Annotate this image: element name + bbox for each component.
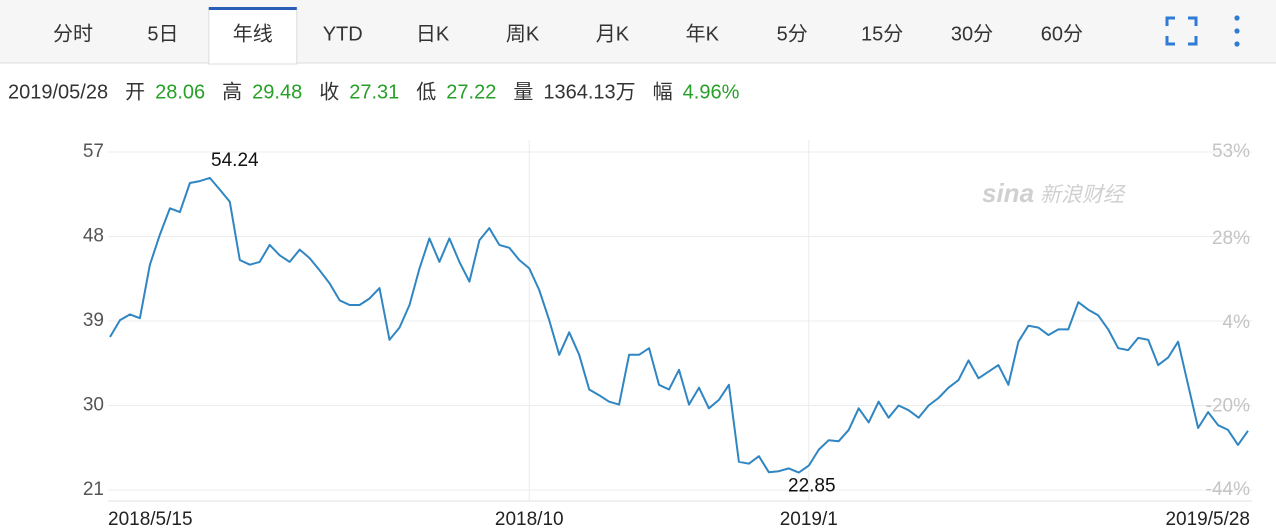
quote-label: 收 [319,80,339,103]
quote-value: 4.96% [683,81,740,103]
quote-label: 量 [513,81,533,103]
quote-value: 28.06 [155,81,205,103]
tab-label[interactable]: 年K [686,22,720,45]
y2-tick-label: 28% [1212,228,1250,249]
active-tab [208,7,298,65]
x-tick-label: 2019/1 [780,509,838,530]
price-line [109,176,1249,474]
min-label: 22.85 [788,476,836,497]
active-tab-indicator [208,7,297,10]
tab-label[interactable]: 15分 [861,22,903,45]
y-tick-label: 39 [83,310,104,331]
tab-label[interactable]: 5分 [777,22,808,45]
tab-label[interactable]: 月K [596,23,630,45]
tab-label[interactable]: 60分 [1041,22,1083,45]
x-tick-label: 2019/5/28 [1165,509,1250,530]
tab-label[interactable]: 周K [506,23,540,45]
tabs: 分时 5日 年线 YTD 日K 周K 月K 年K 5分 15分 30分 60分 [53,7,1083,65]
quote-value: 27.22 [446,81,496,103]
quote-label: 低 [416,80,436,103]
chart: 21 30 39 48 57 -44% -20% 4% 28% 53% 2018/5/15 2018/… [83,140,1252,530]
tab-label[interactable]: 分时 [53,22,93,45]
more-icon[interactable] [1234,15,1240,47]
y2-tick-label: -44% [1206,479,1250,500]
tab-label[interactable]: YTD [323,23,363,45]
y-tick-label: 57 [83,141,104,162]
y2-tick-label: 53% [1212,141,1250,162]
watermark-logo: sina [982,178,1034,208]
y-tick-label: 48 [83,226,104,247]
tab-label[interactable]: 5日 [147,23,178,45]
watermark: sina 新浪财经 [982,178,1126,208]
quote-value: 1364.13万 [543,81,635,103]
tab-bar [0,0,1276,63]
y2-tick-label: -20% [1206,395,1250,416]
max-label: 54.24 [211,150,259,171]
quote-label: 高 [222,80,242,103]
quote-label: 幅 [653,80,673,103]
y2-tick-label: 4% [1223,312,1251,333]
x-tick-label: 2018/5/15 [108,509,193,530]
quote-value: 29.48 [252,81,302,103]
fullscreen-icon[interactable] [1165,16,1198,46]
y-tick-label: 21 [83,479,104,500]
quote-date: 2019/05/28 [8,81,108,103]
quote-value: 27.31 [349,81,399,103]
x-tick-label: 2018/10 [495,509,564,530]
tab-label[interactable]: 年线 [233,22,273,45]
tab-label[interactable]: 日K [416,23,450,45]
quote-row: 2019/05/28 开 28.06 高 29.48 收 27.31 低 27.22 量 1364.… [8,80,740,103]
tab-label[interactable]: 30分 [951,22,993,45]
quote-label: 开 [125,81,145,103]
y-tick-label: 30 [83,395,104,416]
watermark-text: 新浪财经 [1040,184,1126,207]
